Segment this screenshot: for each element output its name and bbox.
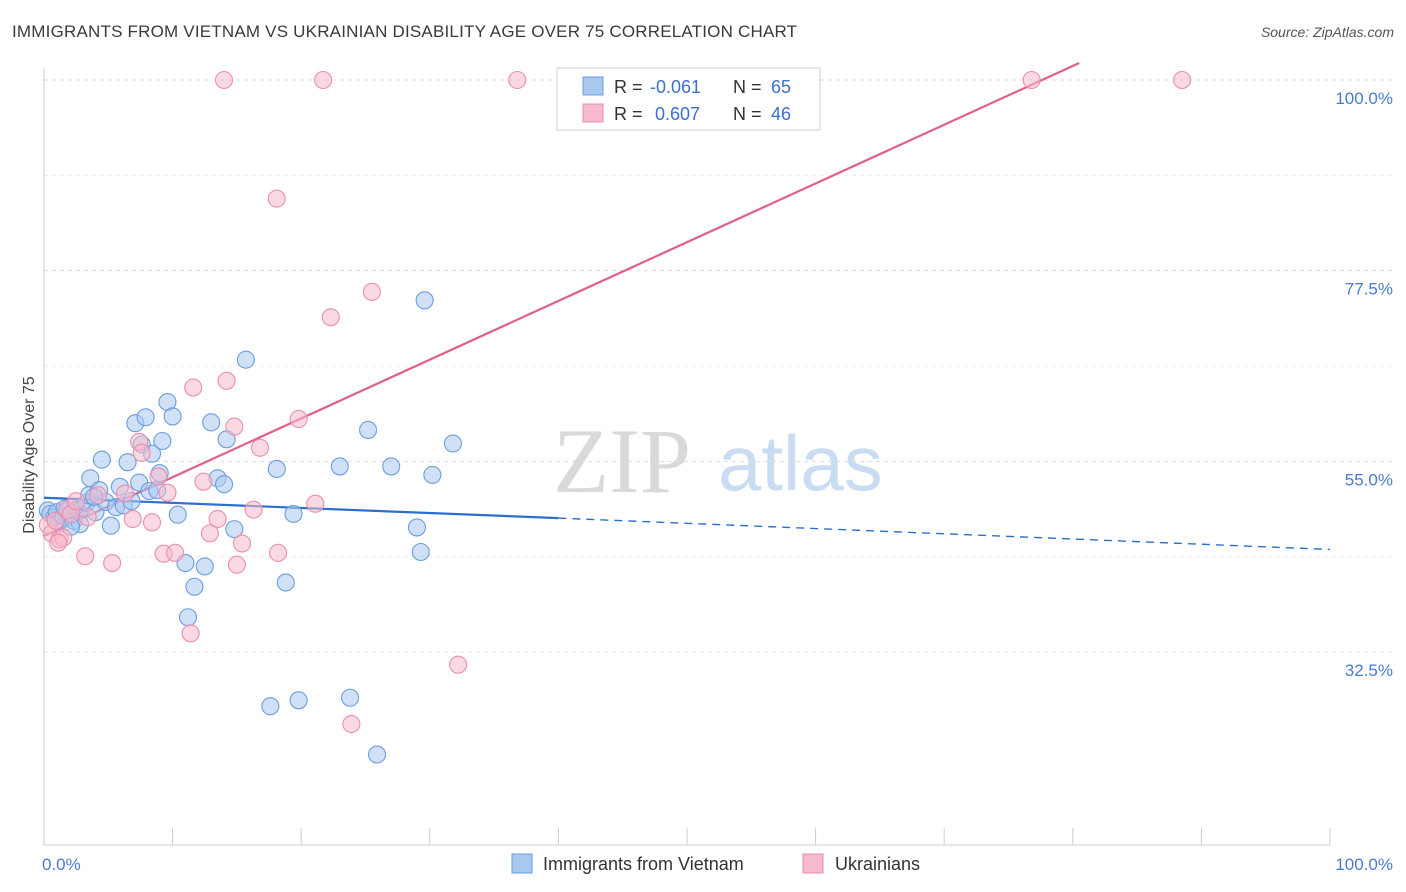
- data-point-ukrainians: [115, 484, 135, 503]
- data-point-vietnam: [153, 431, 172, 451]
- data-point-ukrainians: [76, 547, 95, 566]
- data-point-ukrainians: [158, 483, 177, 502]
- chart-title: IMMIGRANTS FROM VIETNAM VS UKRAINIAN DIS…: [12, 22, 798, 41]
- data-point-ukrainians: [78, 508, 97, 527]
- data-point-vietnam: [195, 557, 214, 576]
- data-point-ukrainians: [181, 624, 200, 643]
- data-point-vietnam: [202, 413, 221, 432]
- legend-r-label: R =: [614, 77, 643, 97]
- legend-r-value: -0.061: [650, 77, 701, 97]
- series-legend: Immigrants from Vietnam Ukrainians: [511, 853, 920, 874]
- data-point-vietnam: [407, 518, 426, 537]
- data-point-vietnam: [276, 573, 295, 592]
- data-point-ukrainians: [232, 534, 252, 553]
- data-point-vietnam: [101, 516, 120, 535]
- data-point-ukrainians: [200, 524, 219, 543]
- data-point-vietnam: [214, 475, 234, 494]
- data-point-vietnam: [382, 457, 401, 476]
- data-point-ukrainians: [1022, 70, 1041, 90]
- y-tick-label: 55.0%: [1345, 470, 1393, 489]
- data-point-ukrainians: [362, 282, 381, 301]
- data-point-ukrainians: [267, 189, 286, 208]
- data-point-vietnam: [225, 520, 244, 539]
- data-point-ukrainians: [269, 543, 288, 562]
- data-point-ukrainians: [508, 70, 527, 90]
- data-point-vietnam: [411, 542, 430, 562]
- legend-swatch-pink: [582, 103, 604, 123]
- data-point-vietnam: [236, 350, 255, 369]
- legend-label-vietnam: Immigrants from Vietnam: [543, 854, 744, 874]
- data-point-vietnam: [136, 408, 155, 427]
- data-point-ukrainians: [314, 70, 333, 90]
- data-point-vietnam: [185, 577, 204, 596]
- y-tick-labels: 32.5% 55.0% 77.5% 100.0%: [1335, 89, 1393, 680]
- data-point-ukrainians: [250, 438, 270, 457]
- data-point-ukrainians: [208, 509, 227, 529]
- y-tick-label: 100.0%: [1335, 89, 1393, 108]
- data-point-vietnam: [341, 688, 360, 707]
- data-point-vietnam: [443, 434, 462, 453]
- data-point-ukrainians: [103, 553, 122, 573]
- data-point-ukrainians: [184, 378, 203, 397]
- legend-swatch-ukrainians: [802, 853, 824, 874]
- data-point-ukrainians: [67, 492, 86, 511]
- data-point-ukrainians: [321, 308, 340, 327]
- data-point-vietnam: [267, 459, 286, 479]
- data-point-ukrainians: [244, 500, 263, 519]
- data-point-ukrainians: [166, 543, 185, 562]
- data-point-vietnam: [118, 453, 137, 472]
- data-point-vietnam: [284, 504, 303, 523]
- data-point-ukrainians: [132, 443, 151, 462]
- trend-line-solid: [43, 62, 1080, 537]
- data-point-vietnam: [168, 505, 187, 524]
- legend-r-label: R =: [614, 104, 643, 124]
- data-point-ukrainians: [1173, 70, 1192, 90]
- data-point-ukrainians: [217, 371, 236, 390]
- y-tick-label: 32.5%: [1345, 661, 1393, 680]
- data-point-ukrainians: [142, 513, 162, 532]
- legend-swatch-blue: [582, 76, 604, 96]
- data-point-ukrainians: [342, 714, 361, 734]
- trend-line-dashed: [558, 517, 1331, 551]
- data-point-ukrainians: [49, 533, 68, 552]
- watermark-atlas: atlas: [718, 419, 883, 507]
- legend-n-label: N =: [733, 77, 762, 97]
- x-tick-label-max: 100.0%: [1335, 855, 1393, 874]
- data-point-vietnam: [92, 450, 111, 469]
- data-point-ukrainians: [194, 472, 213, 491]
- data-point-ukrainians: [306, 494, 325, 513]
- data-point-ukrainians: [123, 509, 142, 529]
- data-point-vietnam: [359, 420, 378, 440]
- legend-n-value: 46: [771, 104, 791, 124]
- legend-swatch-vietnam: [511, 853, 533, 874]
- data-point-ukrainians: [149, 467, 168, 486]
- data-point-vietnam: [423, 465, 442, 484]
- legend-label-ukrainians: Ukrainians: [835, 854, 920, 874]
- data-point-ukrainians: [214, 70, 234, 90]
- data-point-ukrainians: [225, 417, 244, 436]
- x-tick-marks: [43, 828, 1331, 845]
- correlation-legend: R = -0.061 N = 65 R = 0.607 N = 46: [556, 67, 821, 131]
- legend-n-value: 65: [771, 77, 791, 97]
- y-tick-label: 77.5%: [1345, 280, 1393, 299]
- data-point-vietnam: [415, 291, 434, 310]
- y-axis-label: Disability Age Over 75: [21, 376, 38, 534]
- data-point-ukrainians: [289, 409, 308, 429]
- legend-r-value: 0.607: [655, 104, 700, 124]
- data-point-ukrainians: [449, 655, 468, 674]
- data-point-vietnam: [289, 691, 308, 710]
- data-point-ukrainians: [88, 486, 108, 505]
- data-point-vietnam: [178, 608, 198, 627]
- legend-n-label: N =: [733, 104, 762, 124]
- data-points: [38, 70, 1192, 764]
- source-label: Source: ZipAtlas.com: [1260, 24, 1394, 40]
- data-point-ukrainians: [46, 511, 65, 530]
- data-point-ukrainians: [227, 555, 246, 574]
- data-point-vietnam: [368, 745, 387, 764]
- data-point-vietnam: [163, 407, 182, 426]
- data-point-vietnam: [261, 697, 280, 716]
- x-tick-label-min: 0.0%: [42, 855, 81, 874]
- data-point-vietnam: [330, 457, 349, 476]
